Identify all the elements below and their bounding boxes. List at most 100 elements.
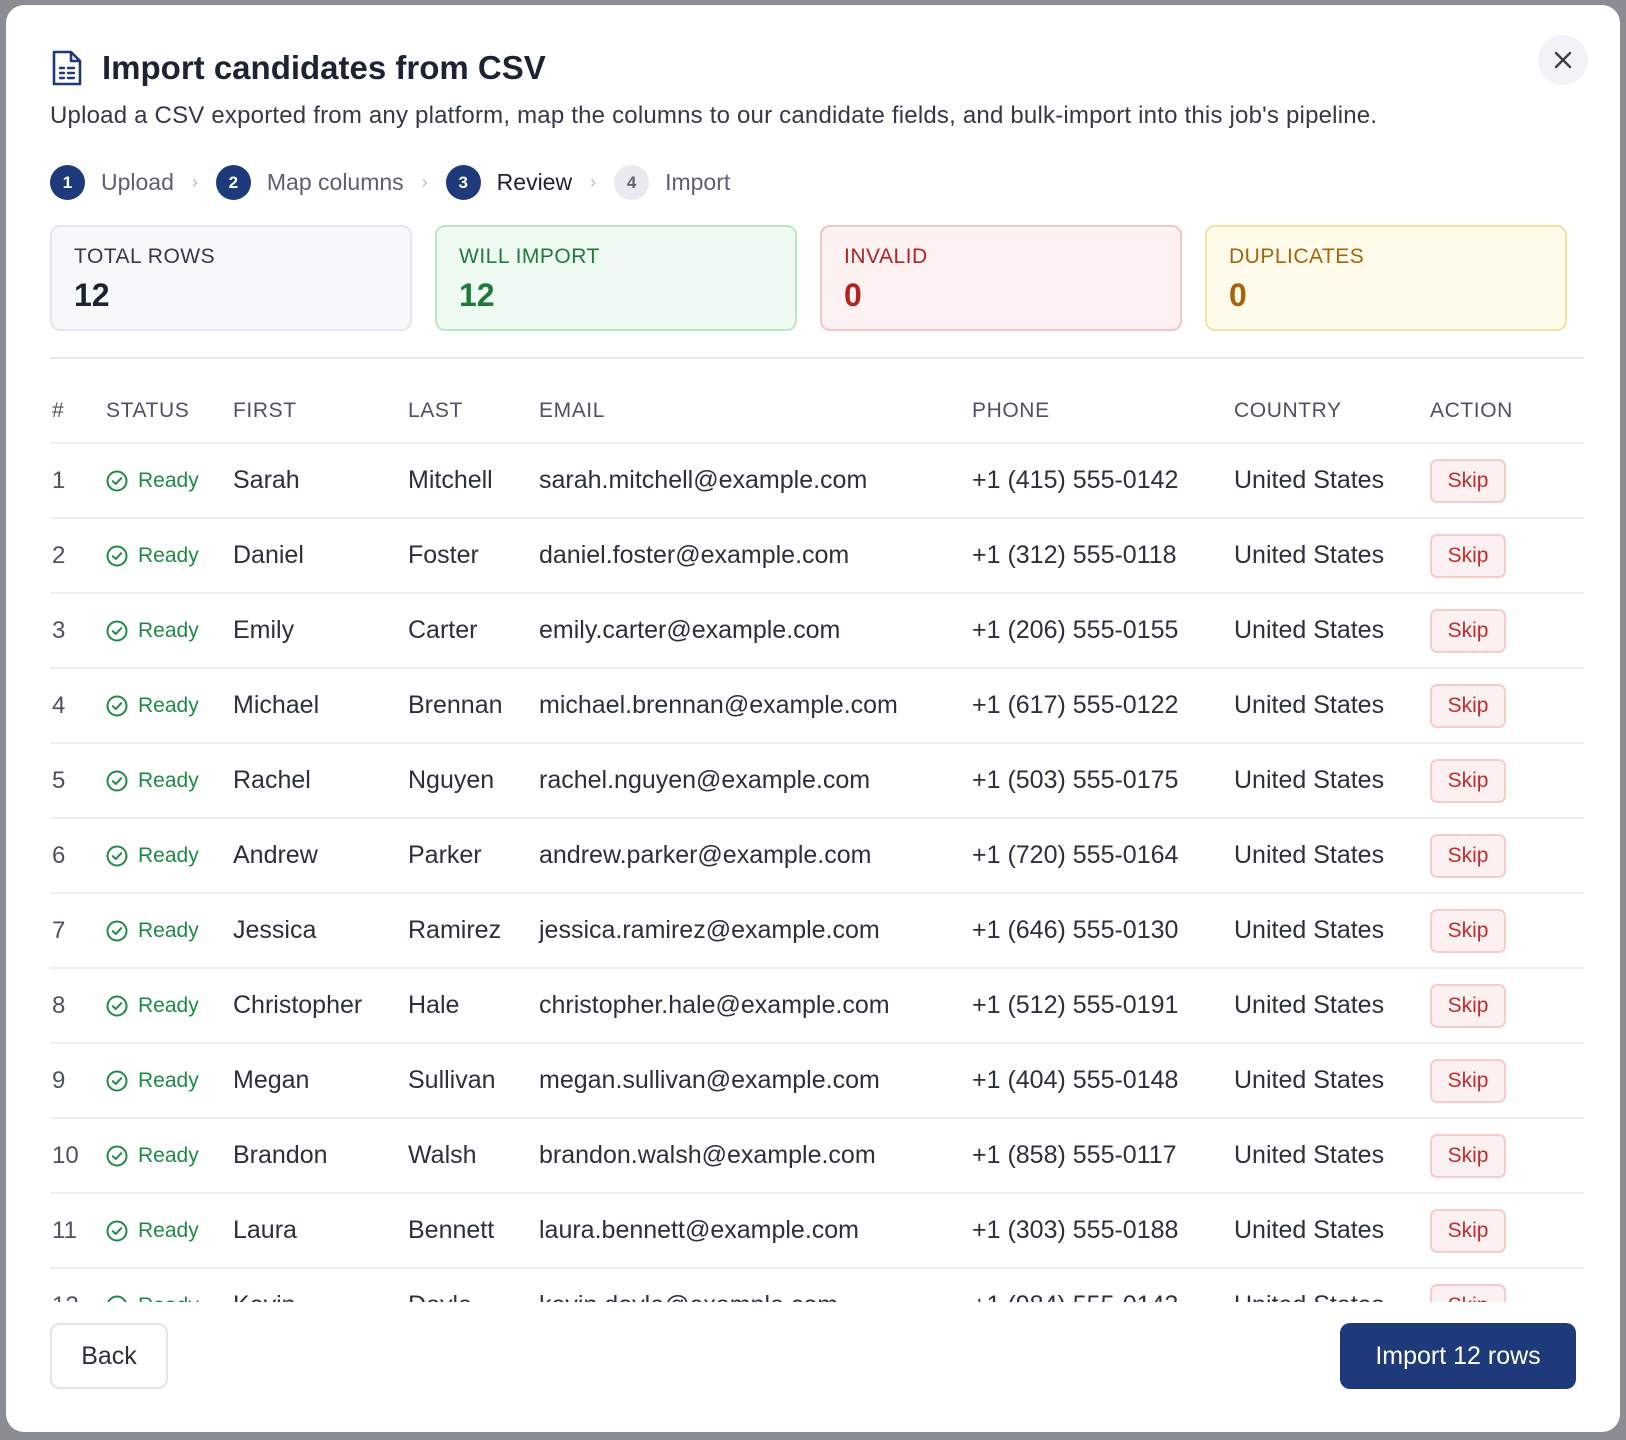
row-number: 4 — [50, 668, 106, 744]
column-header-email: EMAIL — [539, 380, 972, 444]
skip-button[interactable]: Skip — [1430, 983, 1506, 1028]
back-button[interactable]: Back — [50, 1323, 168, 1389]
row-country: United States — [1234, 518, 1430, 594]
row-first-name: Christopher — [233, 968, 408, 1044]
row-status: Ready — [106, 1193, 233, 1269]
stat-will-import: WILL IMPORT 12 — [435, 225, 797, 331]
stat-duplicates: DUPLICATES 0 — [1205, 225, 1567, 331]
row-email: megan.sullivan@example.com — [539, 1043, 972, 1119]
check-circle-icon — [106, 695, 128, 716]
table-row: 9 Ready Megan Sullivan megan.sullivan@exampl… — [50, 1043, 1584, 1119]
status-badge: Ready — [106, 1069, 233, 1093]
divider — [50, 357, 1584, 359]
check-circle-icon — [106, 995, 128, 1016]
row-number: 7 — [50, 893, 106, 969]
table-row: 8 Ready Christopher Hale christopher.hale@ex… — [50, 968, 1584, 1044]
stat-value: 12 — [74, 277, 110, 313]
table-row: 1 Ready Sarah Mitchell sarah.mitchell@exampl… — [50, 443, 1584, 519]
skip-button[interactable]: Skip — [1430, 608, 1506, 653]
row-action: Skip — [1430, 743, 1584, 819]
stat-invalid: INVALID 0 — [820, 225, 1182, 331]
stat-value: 0 — [844, 277, 862, 313]
row-phone: +1 (303) 555-0188 — [972, 1193, 1234, 1269]
skip-button[interactable]: Skip — [1430, 1283, 1506, 1302]
stat-label: TOTAL ROWS — [74, 245, 216, 268]
skip-button[interactable]: Skip — [1430, 1133, 1506, 1178]
status-badge: Ready — [106, 544, 233, 568]
skip-button[interactable]: Skip — [1430, 758, 1506, 803]
table-row: 6 Ready Andrew Parker andrew.parker@example.… — [50, 818, 1584, 894]
stat-label: DUPLICATES — [1229, 245, 1365, 268]
row-number: 10 — [50, 1118, 106, 1194]
column-header-last: LAST — [408, 380, 539, 444]
check-circle-icon — [106, 1145, 128, 1166]
step-number: 4 — [614, 165, 650, 200]
row-first-name: Jessica — [233, 893, 408, 969]
row-number: 8 — [50, 968, 106, 1044]
dialog-title: Import candidates from CSV — [102, 49, 546, 86]
row-phone: +1 (646) 555-0130 — [972, 893, 1234, 969]
chevron-right-icon: › — [590, 172, 597, 192]
skip-button[interactable]: Skip — [1430, 833, 1506, 878]
close-button[interactable] — [1538, 35, 1588, 85]
status-badge: Ready — [106, 1219, 233, 1243]
row-last-name: Brennan — [408, 668, 539, 744]
status-label: Ready — [138, 693, 199, 717]
check-circle-icon — [106, 1220, 128, 1241]
row-phone: +1 (503) 555-0175 — [972, 743, 1234, 819]
status-badge: Ready — [106, 769, 233, 793]
dialog-subtitle: Upload a CSV exported from any platform,… — [50, 102, 1378, 129]
status-label: Ready — [138, 843, 199, 867]
check-circle-icon — [107, 1295, 127, 1302]
row-last-name: Doyle — [408, 1268, 539, 1302]
status-badge: Ready — [106, 1294, 233, 1303]
import-rows-button[interactable]: Import 12 rows — [1340, 1323, 1576, 1389]
row-phone: +1 (720) 555-0164 — [972, 818, 1234, 894]
status-badge: Ready — [106, 844, 233, 868]
status-badge: Ready — [106, 994, 233, 1018]
row-email: michael.brennan@example.com — [539, 668, 972, 744]
candidates-table-scroll[interactable]: # STATUS FIRST LAST EMAIL PHONE COUNTRY … — [50, 380, 1584, 1302]
status-label: Ready — [138, 1294, 199, 1303]
table-header-row: # STATUS FIRST LAST EMAIL PHONE COUNTRY … — [50, 380, 1584, 444]
row-email: daniel.foster@example.com — [539, 518, 972, 594]
skip-button[interactable]: Skip — [1430, 458, 1506, 503]
table-row: 4 Ready Michael Brennan michael.brennan@exam… — [50, 668, 1584, 744]
row-email: rachel.nguyen@example.com — [539, 743, 972, 819]
table-row: 11 Ready Laura Bennett laura.bennett@example… — [50, 1193, 1584, 1269]
row-first-name: Rachel — [233, 743, 408, 819]
row-status: Ready — [106, 743, 233, 819]
row-status: Ready — [106, 893, 233, 969]
row-country: United States — [1234, 1268, 1430, 1302]
status-badge: Ready — [106, 619, 233, 643]
skip-button[interactable]: Skip — [1430, 1208, 1506, 1253]
row-number: 6 — [50, 818, 106, 894]
table-body: 1 Ready Sarah Mitchell sarah.mitchell@exampl… — [50, 443, 1584, 1302]
status-label: Ready — [138, 1218, 199, 1242]
status-label: Ready — [138, 1068, 199, 1092]
step-upload: 1 Upload — [50, 165, 174, 200]
skip-button[interactable]: Skip — [1430, 533, 1506, 578]
step-label: Upload — [101, 169, 174, 195]
row-country: United States — [1234, 893, 1430, 969]
status-label: Ready — [138, 543, 199, 567]
table-row: 12 Ready KevinDoylekevin.doyle@example.com… — [50, 1268, 1584, 1302]
step-number: 1 — [50, 165, 85, 200]
row-email: christopher.hale@example.com — [539, 968, 972, 1044]
row-first-name: Brandon — [233, 1118, 408, 1194]
skip-button[interactable]: Skip — [1430, 683, 1506, 728]
skip-button[interactable]: Skip — [1430, 1058, 1506, 1103]
row-country: United States — [1234, 968, 1430, 1044]
step-import: 4 Import — [614, 165, 730, 200]
row-first-name: Emily — [233, 593, 408, 669]
row-email: jessica.ramirez@example.com — [539, 893, 972, 969]
row-email: brandon.walsh@example.com — [539, 1118, 972, 1194]
table-row: 5 Ready Rachel Nguyen rachel.nguyen@example.… — [50, 743, 1584, 819]
row-phone: +1 (984) 555-0143 — [972, 1268, 1234, 1302]
status-label: Ready — [138, 993, 199, 1017]
row-status: Ready — [106, 1118, 233, 1194]
stat-label: WILL IMPORT — [459, 245, 600, 268]
row-number: 3 — [50, 593, 106, 669]
row-email: andrew.parker@example.com — [539, 818, 972, 894]
skip-button[interactable]: Skip — [1430, 908, 1506, 953]
